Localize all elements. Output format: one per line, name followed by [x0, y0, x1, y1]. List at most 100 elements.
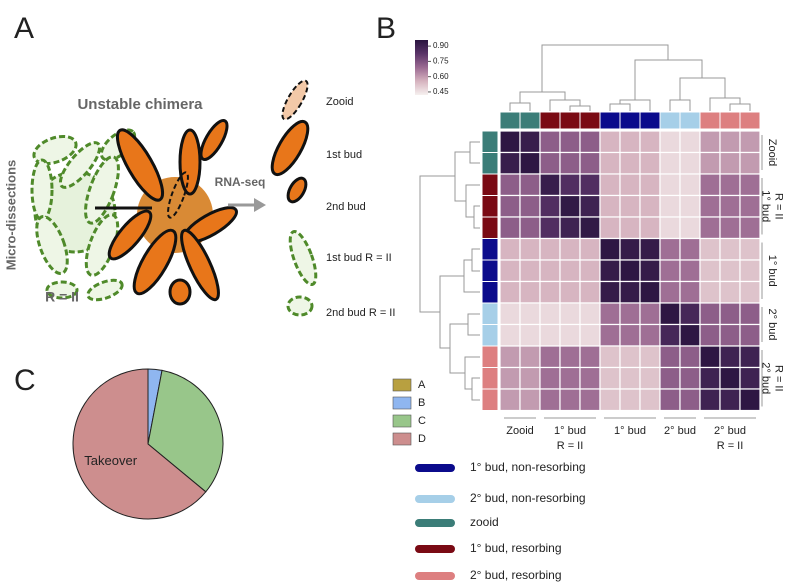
heatmap-cell: [699, 194, 721, 218]
heatmap-cell: [639, 366, 661, 390]
heatmap-cell: [599, 345, 621, 369]
heatmap-cell: [619, 130, 641, 154]
heatmap-cell: [519, 366, 541, 390]
heatmap-cell: [679, 259, 701, 283]
heatmap-cell: [559, 194, 581, 218]
panel-letter: A: [14, 12, 34, 45]
chimera-label: R = II: [45, 289, 79, 305]
heatmap-cell: [519, 130, 541, 154]
heatmap-cell: [739, 259, 761, 283]
legend-label: zooid: [470, 515, 499, 529]
heatmap-cell: [499, 323, 521, 347]
heatmap-cell: [619, 323, 641, 347]
column-color: [559, 111, 581, 130]
heatmap-cell: [559, 345, 581, 369]
legend-label: 2° bud, resorbing: [470, 568, 562, 582]
heatmap-cell: [519, 259, 541, 283]
heatmap-cell: [739, 302, 761, 326]
legend-swatch: [415, 464, 455, 472]
heatmap-cell: [499, 194, 521, 218]
legend-label: 1° bud, resorbing: [470, 541, 562, 555]
heatmap-cell: [579, 237, 601, 261]
heatmap-cell: [599, 259, 621, 283]
heatmap-cell: [659, 259, 681, 283]
heatmap-cell: [739, 216, 761, 240]
heatmap-cell: [639, 323, 661, 347]
heatmap-cell: [659, 194, 681, 218]
row-color: [481, 388, 499, 411]
heatmap-cell: [539, 151, 561, 175]
heatmap-cell: [659, 237, 681, 261]
heatmap-cell: [699, 388, 721, 412]
heatmap-cell: [559, 173, 581, 197]
column-color: [539, 111, 561, 130]
heatmap-cell: [579, 194, 601, 218]
heatmap-cell: [639, 345, 661, 369]
legend-swatch: [392, 432, 412, 446]
heatmap-cell: [559, 323, 581, 347]
heatmap-cell: [679, 237, 701, 261]
row-color: [481, 130, 499, 153]
row-color: [481, 195, 499, 218]
column-color: [579, 111, 601, 130]
row-color: [481, 367, 499, 390]
legend-swatch: [392, 396, 412, 410]
heatmap-cell: [679, 323, 701, 347]
heatmap-cell: [559, 237, 581, 261]
colorbar-tick-label: 0.90: [433, 41, 449, 50]
heatmap-cell: [699, 366, 721, 390]
heatmap-cell: [699, 345, 721, 369]
sample-label: 2nd bud R = II: [326, 307, 395, 319]
heatmap-cell: [679, 366, 701, 390]
heatmap-cell: [579, 173, 601, 197]
column-color: [679, 111, 701, 130]
heatmap-cell: [539, 237, 561, 261]
heatmap-cell: [639, 216, 661, 240]
heatmap-cell: [519, 302, 541, 326]
heatmap-cell: [539, 345, 561, 369]
heatmap-cell: [659, 216, 681, 240]
row-color: [481, 345, 499, 368]
sample-label: 2nd bud: [326, 201, 366, 213]
heatmap-cell: [539, 302, 561, 326]
heatmap-cell: [699, 130, 721, 154]
heatmap-cell: [699, 151, 721, 175]
heatmap-cell: [599, 302, 621, 326]
legend-label: B: [418, 397, 425, 409]
legend-label: C: [418, 415, 426, 427]
legend-swatch: [415, 572, 455, 580]
heatmap-cell: [519, 388, 541, 412]
heatmap-cell: [679, 302, 701, 326]
heatmap-cell: [619, 216, 641, 240]
column-color: [599, 111, 621, 130]
heatmap-cell: [659, 323, 681, 347]
heatmap-cell: [659, 366, 681, 390]
heatmap-cell: [719, 366, 741, 390]
heatmap-cell: [699, 259, 721, 283]
heatmap-cell: [579, 302, 601, 326]
heatmap-cell: [559, 151, 581, 175]
heatmap-cell: [719, 151, 741, 175]
row-color: [481, 302, 499, 325]
legend-swatch: [392, 414, 412, 428]
heatmap-cell: [499, 151, 521, 175]
heatmap-cell: [679, 194, 701, 218]
heatmap-cell: [539, 194, 561, 218]
x-group-label: 1° bud: [614, 425, 646, 437]
sample-label: 1st bud R = II: [326, 252, 392, 264]
heatmap-cell: [599, 151, 621, 175]
pie-slice: [147, 369, 224, 493]
legend-label: 1° bud, non-resorbing: [470, 460, 586, 474]
heatmap-cell: [619, 194, 641, 218]
panel-letter: B: [376, 12, 396, 45]
heatmap-cell: [539, 130, 561, 154]
y-group-label: 2° bud: [760, 362, 772, 394]
heatmap-cell: [739, 173, 761, 197]
heatmap-cell: [719, 194, 741, 218]
heatmap-cell: [699, 302, 721, 326]
heatmap-cell: [559, 259, 581, 283]
heatmap-cell: [499, 130, 521, 154]
heatmap-cell: [719, 345, 741, 369]
heatmap-cell: [559, 280, 581, 304]
heatmap-cell: [599, 173, 621, 197]
